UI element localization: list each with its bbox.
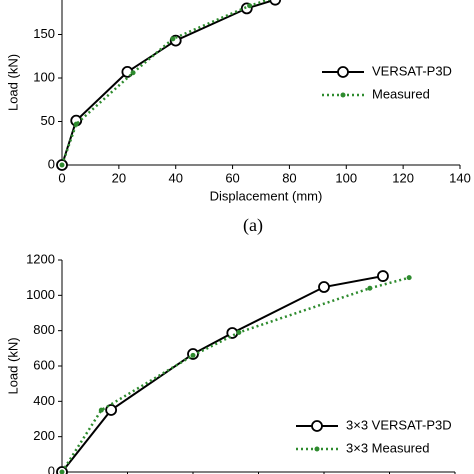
legend-marker <box>314 446 320 452</box>
y-tick-label: 150 <box>33 26 55 41</box>
x-tick-label: 140 <box>449 170 471 185</box>
legend-marker <box>311 420 323 432</box>
x-tick-label: 100 <box>335 170 357 185</box>
data-point <box>73 121 79 127</box>
legend-marker <box>340 92 346 98</box>
data-point <box>269 0 282 6</box>
y-tick-label: 1200 <box>26 251 55 266</box>
legend-label: Measured <box>372 86 430 101</box>
y-tick-label: 800 <box>33 322 55 337</box>
legend-label: VERSAT-P3D <box>372 63 452 78</box>
series-line <box>60 276 410 473</box>
data-point <box>170 36 176 42</box>
y-tick-label: 0 <box>48 463 55 474</box>
y-tick-label: 50 <box>41 113 55 128</box>
y-tick-label: 200 <box>33 428 55 443</box>
series-line <box>61 275 384 473</box>
caption: (a) <box>243 215 263 236</box>
data-point <box>98 407 104 413</box>
x-tick-label: 20 <box>112 170 126 185</box>
series-line <box>61 0 276 166</box>
y-tick-label: 100 <box>33 69 55 84</box>
y-tick-label: 600 <box>33 357 55 372</box>
data-point <box>105 404 118 416</box>
legend-label: 3×3 Measured <box>346 440 429 455</box>
legend-label: 3×3 VERSAT-P3D <box>346 417 452 432</box>
x-tick-label: 40 <box>168 170 182 185</box>
x-tick-label: 80 <box>282 170 296 185</box>
data-point <box>247 3 253 9</box>
data-point <box>318 281 330 293</box>
data-point <box>367 285 373 291</box>
data-point <box>130 70 136 76</box>
x-axis-label: Displacement (mm) <box>210 188 323 203</box>
y-axis-label: Load (kN) <box>5 337 20 394</box>
x-tick-label: 0 <box>58 170 65 185</box>
y-axis-label: Load (kN) <box>5 54 20 111</box>
x-tick-label: 120 <box>392 170 414 185</box>
legend-marker <box>337 66 349 78</box>
y-tick-label: 1000 <box>26 287 55 302</box>
data-point <box>59 162 65 168</box>
series-line <box>60 0 272 166</box>
y-tick-label: 0 <box>48 156 55 171</box>
data-point <box>236 329 242 335</box>
x-tick-label: 60 <box>225 170 239 185</box>
data-point <box>406 275 412 281</box>
y-tick-label: 400 <box>33 393 55 408</box>
data-point <box>190 352 196 358</box>
data-point <box>377 270 389 282</box>
data-point <box>59 469 65 474</box>
